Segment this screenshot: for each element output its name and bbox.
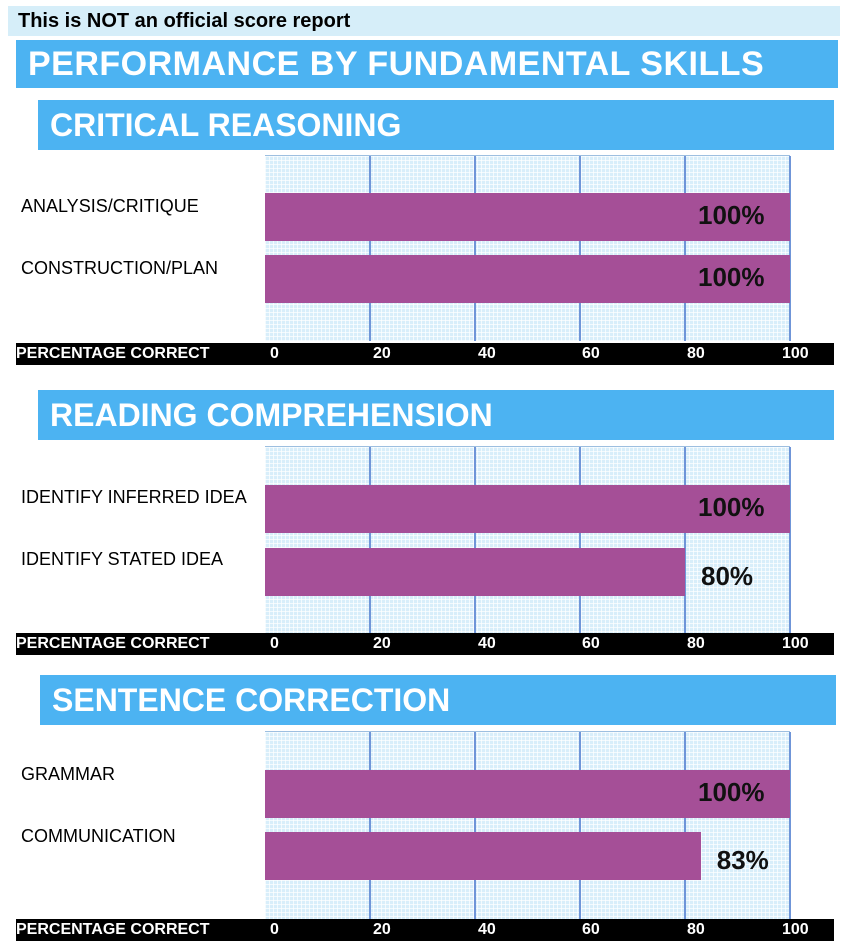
- x-tick-label: 40: [478, 921, 496, 938]
- gridline: [579, 732, 581, 919]
- x-tick-label: 100: [782, 921, 809, 938]
- x-tick-label: 60: [582, 921, 600, 938]
- bar-value-label: 100%: [698, 200, 765, 230]
- bar: [265, 770, 790, 818]
- gridline: [474, 156, 476, 341]
- x-tick-label: 80: [687, 345, 705, 362]
- bar: [265, 255, 790, 303]
- disclaimer-banner: This is NOT an official score report: [8, 6, 840, 36]
- x-tick-label: 0: [270, 921, 279, 938]
- gridline: [369, 447, 371, 634]
- x-axis-title: PERCENTAGE CORRECT: [16, 921, 210, 938]
- x-tick-label: 60: [582, 635, 600, 652]
- section-title: READING COMPREHENSION: [38, 390, 834, 440]
- gridline: [684, 447, 686, 634]
- bar: [265, 485, 790, 533]
- gridline: [579, 156, 581, 341]
- gridline: [789, 447, 791, 634]
- x-tick-label: 0: [270, 635, 279, 652]
- gridline: [789, 156, 791, 341]
- bar: [265, 193, 790, 241]
- bar-value-label: 100%: [698, 777, 765, 807]
- bar-value-label: 80%: [701, 561, 754, 591]
- x-tick-label: 80: [687, 921, 705, 938]
- section-title: CRITICAL REASONING: [38, 100, 834, 150]
- x-axis-title: PERCENTAGE CORRECT: [16, 345, 210, 362]
- x-tick-label: 20: [373, 921, 391, 938]
- category-label: GRAMMAR: [21, 764, 115, 784]
- x-tick-label: 40: [478, 345, 496, 362]
- x-tick-label: 100: [782, 635, 809, 652]
- gridline: [369, 156, 371, 341]
- x-tick-label: 40: [478, 635, 496, 652]
- section-title: SENTENCE CORRECTION: [40, 675, 836, 725]
- x-tick-label: 60: [582, 345, 600, 362]
- category-label: IDENTIFY INFERRED IDEA: [21, 487, 247, 507]
- bar: [265, 548, 685, 596]
- plot-area: [265, 155, 791, 341]
- page-title: PERFORMANCE BY FUNDAMENTAL SKILLS: [16, 40, 838, 88]
- category-label: ANALYSIS/CRITIQUE: [21, 196, 199, 216]
- gridline: [684, 732, 686, 919]
- x-tick-label: 20: [373, 345, 391, 362]
- x-tick-label: 100: [782, 345, 809, 362]
- x-axis-band: PERCENTAGE CORRECT 0 20 40 60 80 100: [16, 919, 834, 941]
- category-label: IDENTIFY STATED IDEA: [21, 549, 224, 569]
- gridline: [474, 732, 476, 919]
- bar-value-label: 83%: [716, 845, 769, 875]
- plot-area: [265, 731, 791, 919]
- category-label: CONSTRUCTION/PLAN: [21, 258, 219, 278]
- bar: [265, 832, 701, 880]
- x-axis-band: PERCENTAGE CORRECT 0 20 40 60 80 100: [16, 633, 834, 655]
- plot-area: [265, 446, 791, 634]
- gridline: [369, 732, 371, 919]
- x-tick-label: 20: [373, 635, 391, 652]
- category-label: COMMUNICATION: [21, 826, 176, 846]
- gridline: [684, 156, 686, 341]
- x-tick-label: 80: [687, 635, 705, 652]
- x-axis-band: PERCENTAGE CORRECT 0 20 40 60 80 100: [16, 343, 834, 365]
- bar-value-label: 100%: [698, 492, 765, 522]
- x-axis-title: PERCENTAGE CORRECT: [16, 635, 210, 652]
- gridline: [474, 447, 476, 634]
- bar-value-label: 100%: [698, 262, 765, 292]
- gridline: [579, 447, 581, 634]
- x-tick-label: 0: [270, 345, 279, 362]
- gridline: [789, 732, 791, 919]
